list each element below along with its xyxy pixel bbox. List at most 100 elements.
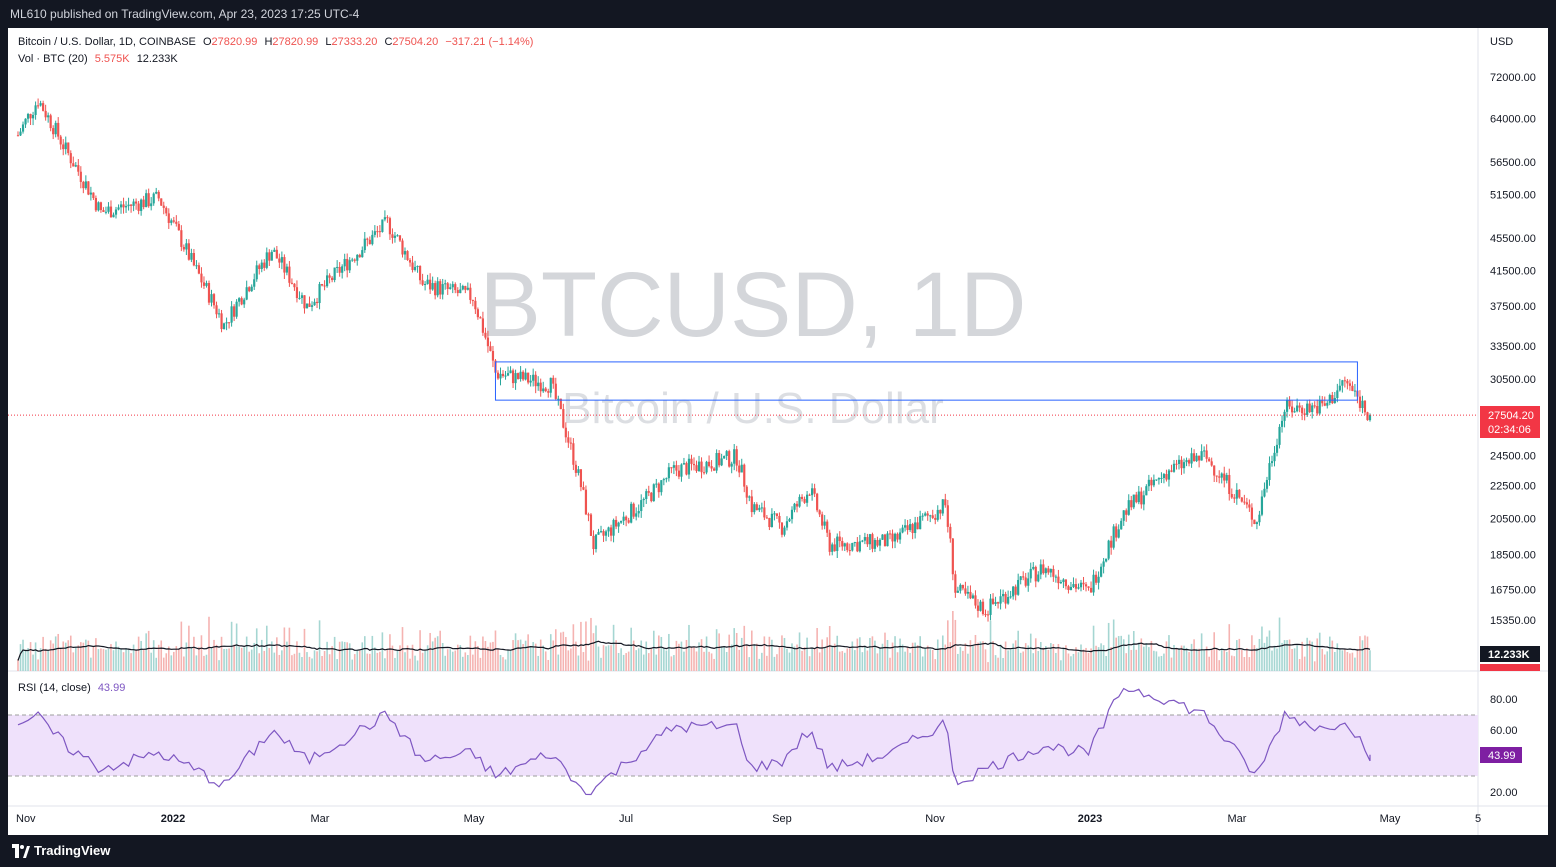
- candle-body: [1243, 501, 1246, 503]
- candle-body: [180, 230, 183, 247]
- candle-body: [733, 449, 736, 464]
- volume-bar: [1344, 648, 1346, 671]
- candle-body: [1341, 380, 1344, 386]
- volume-bar: [59, 647, 62, 671]
- candle-body: [62, 144, 65, 150]
- volume-bar: [203, 655, 205, 671]
- rsi-axis-ticks: 80.00 60.00 20.00: [1490, 694, 1518, 799]
- candle-body: [680, 464, 683, 477]
- candle-body: [554, 383, 557, 399]
- candle-body: [1248, 504, 1251, 508]
- volume-bar: [278, 654, 281, 671]
- volume-bar: [85, 639, 87, 671]
- volume-bar: [240, 647, 243, 671]
- volume-bar: [1183, 645, 1185, 671]
- volume-bar: [602, 645, 605, 671]
- candle-body: [175, 221, 178, 224]
- candle-body: [1127, 500, 1130, 515]
- candle-body: [974, 595, 977, 606]
- chart-area[interactable]: BTCUSD, 1D Bitcoin / U.S. Dollar Bitcoin…: [8, 28, 1548, 835]
- volume-bar: [949, 642, 952, 671]
- volume-bar: [989, 620, 992, 671]
- candle-body: [926, 513, 929, 516]
- volume-bar: [494, 630, 497, 671]
- candle-body: [315, 301, 319, 304]
- volume-bar: [836, 635, 839, 671]
- range-box-annotation[interactable]: [494, 361, 1358, 401]
- volume-bar: [341, 641, 343, 671]
- volume-bar: [326, 641, 328, 671]
- candle-body: [26, 114, 30, 119]
- candle-body: [745, 486, 748, 498]
- candle-body: [263, 262, 266, 268]
- candle-body: [808, 494, 811, 496]
- volume-bar: [544, 651, 547, 671]
- candle-body: [893, 533, 897, 542]
- volume-bar: [130, 653, 132, 671]
- candle-body: [1079, 582, 1083, 588]
- volume-bar: [889, 657, 891, 671]
- volume-bar: [1364, 635, 1366, 671]
- volume-bar: [632, 640, 635, 671]
- candle-body: [1296, 405, 1299, 412]
- price-axis-ticks[interactable]: 72000.00 64000.00 56500.00 51500.00 45500.00…: [1490, 72, 1536, 627]
- candle-body: [233, 306, 236, 317]
- candle-body: [1142, 495, 1145, 505]
- candle-body: [476, 309, 479, 318]
- candle-body: [1047, 568, 1050, 573]
- candle-body: [1130, 500, 1133, 508]
- candle-body: [1059, 582, 1062, 584]
- candle-body: [645, 491, 648, 499]
- volume-bar: [1178, 648, 1180, 671]
- candle-body: [1238, 489, 1241, 498]
- volume-bar: [484, 640, 487, 671]
- candle-body: [451, 284, 454, 288]
- candle-body: [675, 465, 678, 471]
- candle-body: [210, 294, 213, 303]
- candle-body: [903, 525, 907, 528]
- volume-bar: [1090, 648, 1092, 671]
- chart-canvas[interactable]: BTCUSD, 1D Bitcoin / U.S. Dollar Bitcoin…: [8, 28, 1548, 835]
- volume-bar: [311, 658, 313, 671]
- volume-bar: [323, 650, 326, 671]
- candle-body: [1014, 586, 1017, 595]
- candle-body: [491, 350, 495, 361]
- volume-bar: [1276, 648, 1278, 671]
- rsi-band: [8, 715, 1478, 776]
- volume-bar: [1263, 642, 1266, 671]
- volume-bar: [585, 621, 587, 671]
- volume-bar: [519, 639, 522, 671]
- candle-body: [672, 465, 675, 468]
- candle-body: [353, 259, 356, 261]
- volume-bar: [1130, 649, 1133, 671]
- candle-body: [670, 467, 673, 469]
- volume-bar: [353, 654, 356, 671]
- volume-bar: [273, 652, 276, 671]
- volume-bar: [1034, 638, 1037, 671]
- volume-bar: [145, 633, 147, 671]
- candle-body: [1112, 526, 1115, 548]
- candle-body: [602, 531, 605, 536]
- volume-bar: [773, 656, 776, 671]
- candle-body: [401, 240, 404, 255]
- candle-body: [1172, 463, 1176, 472]
- volume-bar: [444, 655, 447, 671]
- candle-body: [805, 494, 809, 503]
- volume-bar: [680, 641, 683, 671]
- candle-body: [1316, 406, 1319, 414]
- candle-body: [1022, 576, 1025, 578]
- volume-bar: [260, 639, 263, 671]
- candle-body: [238, 298, 241, 302]
- volume-bar: [414, 655, 416, 671]
- candle-body: [906, 525, 909, 530]
- volume-bar: [735, 632, 738, 671]
- candle-body: [318, 284, 321, 304]
- candle-body: [67, 142, 70, 154]
- volume-bar: [82, 642, 85, 671]
- candle-body: [1007, 597, 1010, 604]
- time-axis-ticks[interactable]: Nov 2022 Mar May Jul Sep Nov 2023 Mar May 5: [16, 813, 1481, 825]
- legend-o-label: O: [203, 36, 212, 48]
- volume-bar: [1037, 651, 1040, 671]
- volume-bar: [1230, 655, 1233, 671]
- candle-body: [351, 259, 354, 261]
